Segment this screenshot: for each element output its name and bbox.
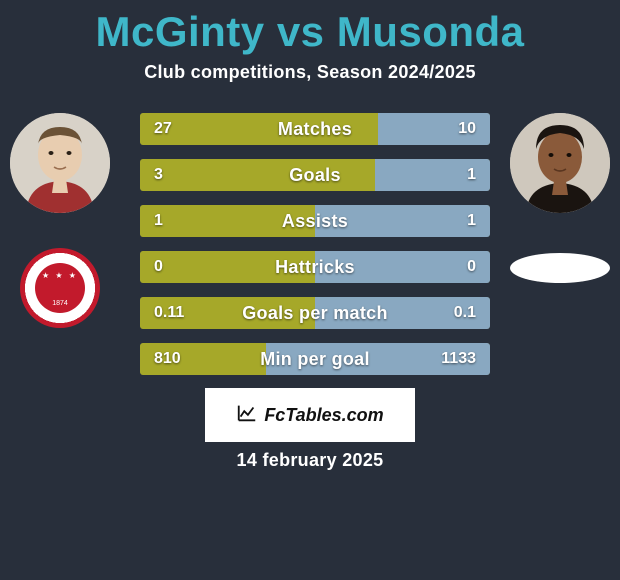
brand-icon (236, 402, 258, 429)
stat-row: 11Assists (140, 205, 490, 237)
club-left-crest (35, 263, 85, 313)
stat-label: Min per goal (140, 343, 490, 375)
page-subtitle: Club competitions, Season 2024/2025 (0, 62, 620, 83)
stat-row: 0.110.1Goals per match (140, 297, 490, 329)
club-left-badge (20, 248, 100, 328)
player-right-avatar (510, 113, 610, 213)
stat-label: Assists (140, 205, 490, 237)
player-left-avatar (10, 113, 110, 213)
stats-bars: 2710Matches 31Goals 11Assists 00Hattricks 0.… (140, 113, 490, 389)
date-label: 14 february 2025 (0, 450, 620, 471)
stat-label: Matches (140, 113, 490, 145)
stat-label: Goals (140, 159, 490, 191)
stat-row: 8101133Min per goal (140, 343, 490, 375)
stat-label: Goals per match (140, 297, 490, 329)
brand-badge: FcTables.com (205, 388, 415, 442)
stat-row: 2710Matches (140, 113, 490, 145)
stat-row: 00Hattricks (140, 251, 490, 283)
stat-row: 31Goals (140, 159, 490, 191)
page-title: McGinty vs Musonda (0, 0, 620, 56)
stat-label: Hattricks (140, 251, 490, 283)
club-right-badge (510, 253, 610, 283)
brand-label: FcTables.com (264, 405, 383, 426)
